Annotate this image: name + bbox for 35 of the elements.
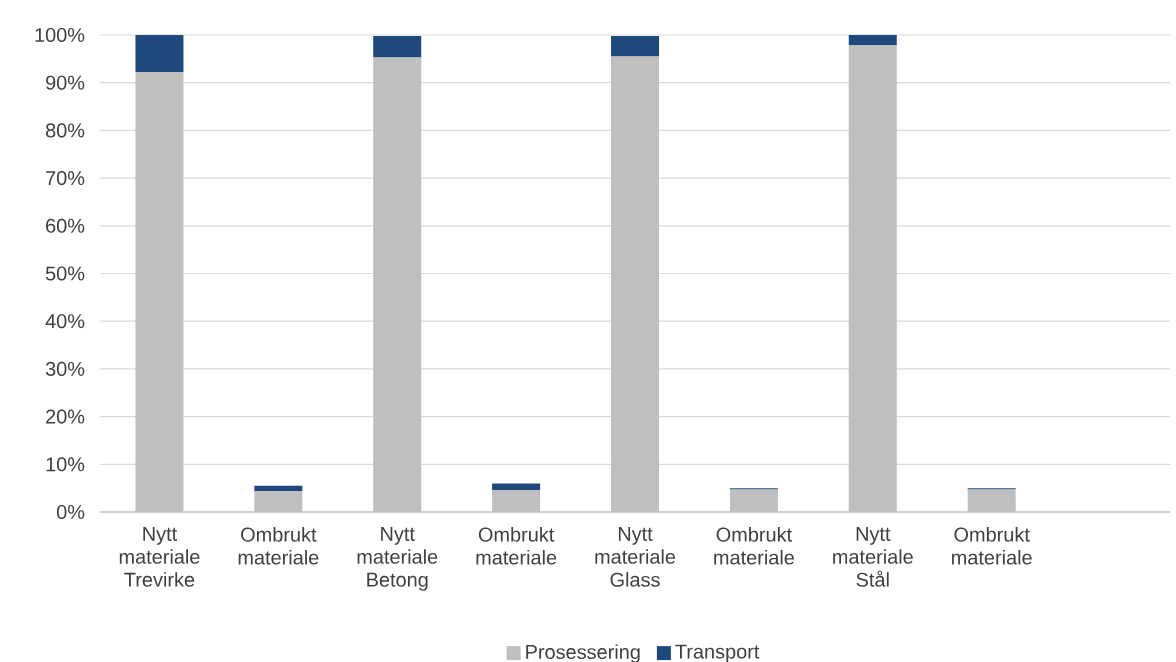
x-tick-label: Ombrukt materiale: [714, 527, 794, 565]
x-tick-label: Nytt materiale Betong: [357, 527, 438, 591]
y-tick-label: 20%: [46, 409, 85, 424]
y-tick-label: 10%: [46, 457, 85, 472]
y-tick-label: 0%: [56, 504, 85, 520]
x-tick-label: Ombrukt materiale: [952, 527, 1032, 565]
y-tick-label: 100%: [35, 27, 85, 43]
bar: [135, 34, 184, 73]
bar: [967, 489, 1016, 512]
y-tick-label: 80%: [45, 123, 85, 138]
x-tick-label: Ombrukt materiale: [238, 527, 319, 565]
bar: [848, 45, 897, 512]
y-tick-label: 90%: [46, 75, 85, 90]
bar: [611, 35, 660, 57]
y-tick-label: 70%: [46, 171, 85, 186]
x-tick-label: Nytt materiale Stål: [833, 527, 913, 587]
x-tick-label: Nytt materiale Glass: [595, 527, 676, 587]
y-tick-label: 50%: [45, 266, 85, 281]
bar: [848, 34, 897, 46]
legend-label: Transport: [675, 644, 760, 662]
bar: [373, 35, 422, 58]
y-tick-label: 40%: [45, 314, 85, 329]
y-tick-label: 30%: [45, 361, 85, 376]
bar: [611, 56, 660, 512]
x-tick-label: Nytt materiale Trevirke: [119, 527, 200, 587]
bar: [254, 491, 303, 512]
bar: [373, 57, 422, 512]
x-tick-label: Ombrukt materiale: [476, 527, 557, 565]
legend-label: Prosessering: [526, 644, 640, 662]
bar: [135, 72, 184, 512]
bar: [254, 485, 303, 492]
bar: [729, 489, 778, 512]
bar: [492, 490, 541, 512]
bar: [492, 483, 541, 491]
y-tick-label: 60%: [46, 218, 85, 233]
